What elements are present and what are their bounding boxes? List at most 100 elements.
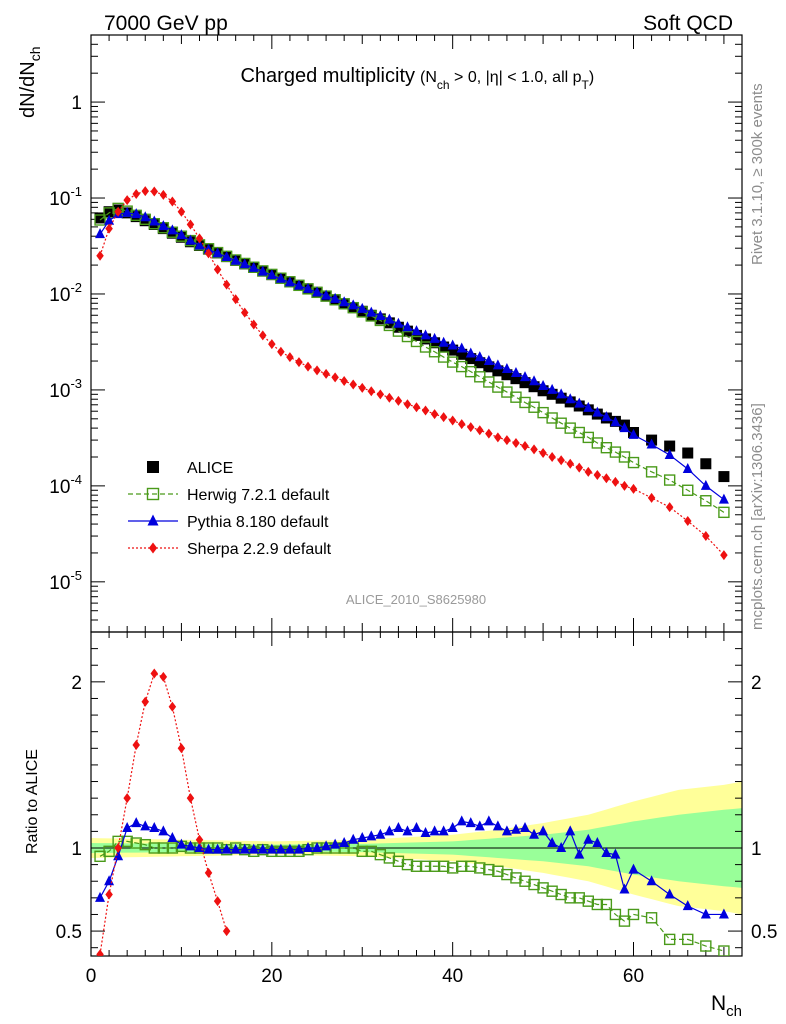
pythia-point: [357, 302, 368, 313]
y-tick-label: 10-1: [49, 184, 82, 210]
pythia-point: [411, 822, 422, 833]
pythia-point: [483, 355, 494, 366]
herwig-point: [591, 898, 604, 911]
x-label-part-1: N: [711, 992, 726, 1015]
y-tick-label-exponent: -5: [70, 568, 82, 583]
sherpa-point: [548, 451, 556, 462]
pythia-point: [411, 325, 422, 336]
pythia-point: [646, 438, 657, 449]
pythia-point: [700, 908, 711, 919]
pythia-point: [465, 817, 476, 828]
herwig-point: [700, 495, 712, 507]
sherpa-point: [304, 361, 312, 372]
pythia-point: [303, 282, 313, 293]
sherpa-point: [168, 701, 177, 712]
pythia-point: [266, 843, 277, 854]
x-label-part-2: ch: [726, 1003, 742, 1020]
pythia-point: [131, 817, 142, 828]
pythia-point: [628, 863, 639, 874]
y-tick-label-exponent: -3: [70, 376, 82, 391]
pythia-point: [348, 833, 359, 844]
herwig-point: [356, 845, 368, 858]
sherpa-point: [195, 834, 204, 845]
alice-point: [718, 471, 730, 483]
herwig-point: [618, 915, 631, 927]
pythia-point: [510, 823, 521, 834]
pythia-point: [194, 239, 205, 250]
pythia-point: [520, 822, 530, 833]
sherpa-point: [566, 458, 574, 469]
sherpa-point: [96, 250, 104, 261]
sherpa-point: [150, 186, 159, 197]
sherpa-point: [620, 480, 629, 491]
x-tick-label: 40: [442, 966, 463, 987]
pythia-point: [293, 843, 304, 854]
sherpa-point: [159, 671, 168, 682]
pythia-point: [185, 840, 196, 851]
sherpa-point: [105, 223, 113, 234]
sherpa-point: [684, 516, 692, 527]
pythia-point: [402, 825, 413, 836]
herwig-point: [600, 898, 613, 911]
herwig-point: [546, 885, 558, 897]
analysis-tag: ALICE_2010_S8625980: [346, 592, 486, 607]
y-tick-label: 1: [71, 93, 82, 114]
subtitle-part-4: T: [582, 78, 590, 92]
sherpa-point: [204, 867, 213, 878]
ratio-y-tick-labels: 0.5 0.5 1 1 2 2: [56, 673, 778, 943]
ratio-axis-ticks: [90, 632, 742, 956]
herwig-point: [682, 484, 694, 496]
pythia-point: [104, 875, 115, 886]
pythia-point: [384, 825, 395, 836]
pythia-point: [284, 843, 295, 854]
sherpa-point: [168, 196, 177, 207]
main-y-tick-labels: 110-110-210-310-410-5: [49, 93, 82, 594]
sherpa-point: [575, 462, 583, 473]
pythia-point: [167, 224, 178, 235]
pythia-point: [619, 883, 630, 894]
alice-point: [474, 357, 486, 369]
alice-point: [438, 341, 450, 353]
alice-point: [94, 212, 106, 224]
y-tick-label: 10-5: [49, 568, 82, 594]
alice-point: [465, 353, 477, 365]
pythia-point: [474, 351, 485, 362]
pythia-series: [95, 206, 729, 504]
herwig-point: [609, 908, 622, 921]
sherpa-point: [105, 889, 113, 900]
pythia-point: [556, 388, 567, 399]
sherpa-point: [611, 476, 620, 487]
sherpa-point: [358, 382, 366, 393]
ratio-y-axis-label: Ratio to ALICE: [24, 749, 41, 854]
pythia-point: [456, 815, 467, 826]
pythia-point: [275, 272, 286, 283]
pythia-point: [375, 828, 386, 839]
category-label: Soft QCD: [643, 12, 733, 35]
main-axis-ticks: [90, 34, 742, 633]
herwig-point: [519, 875, 531, 887]
pythia-point: [556, 842, 567, 852]
subtitle-part-2: ch: [437, 78, 450, 92]
legend-label: ALICE: [187, 460, 233, 477]
herwig-point: [682, 933, 694, 946]
sherpa-point: [467, 422, 475, 433]
alice-point: [411, 329, 422, 341]
herwig-point: [456, 860, 468, 872]
chart-title: Charged multiplicity: [240, 65, 415, 87]
pythia-point: [158, 825, 169, 836]
sherpa-point: [340, 375, 348, 386]
alice-point: [483, 361, 495, 373]
herwig-point: [410, 860, 423, 872]
alice-point: [546, 388, 558, 400]
herwig-point: [365, 845, 377, 858]
sherpa-point: [439, 412, 448, 423]
sherpa-point: [186, 793, 195, 804]
chart-subtitle: (Nch > 0, |η| < 1.0, all pT): [420, 69, 594, 92]
legend-item-pythia: Pythia 8.180 default: [128, 514, 329, 531]
herwig-point: [528, 878, 540, 891]
herwig-point: [718, 506, 730, 519]
pythia-point: [492, 820, 503, 831]
herwig-point: [555, 888, 567, 901]
alice-point: [447, 344, 459, 356]
subtitle-part-5: ): [589, 69, 594, 86]
